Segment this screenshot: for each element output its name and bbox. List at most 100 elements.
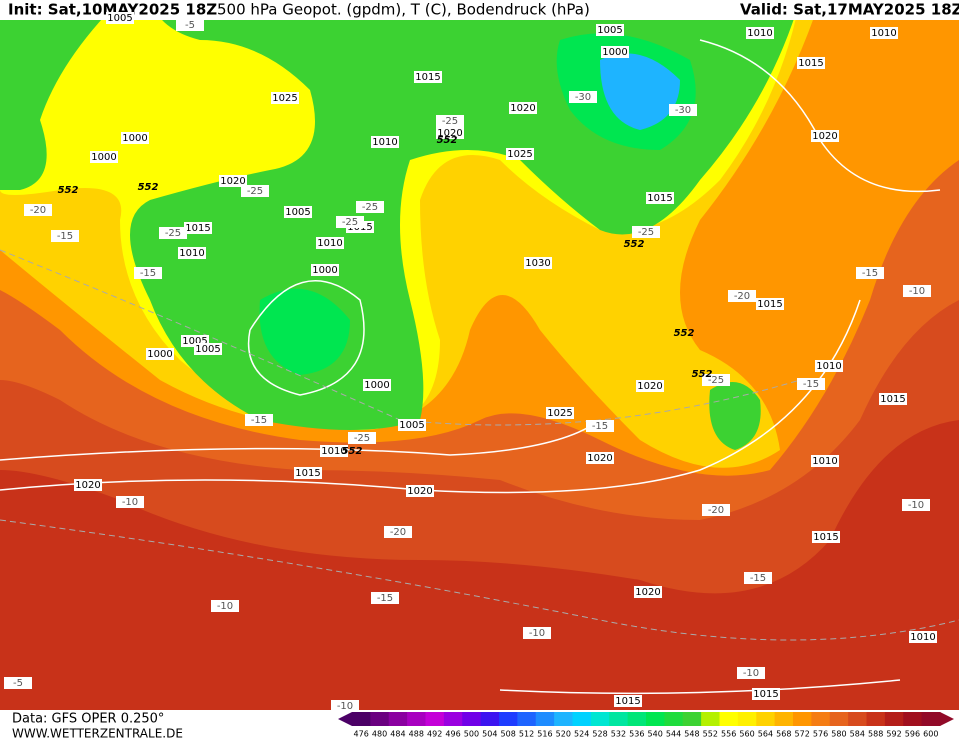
scale-cell <box>664 712 684 726</box>
isobar-label: 1020 <box>637 381 662 392</box>
temperature-label: -5 <box>185 20 195 31</box>
label-box <box>194 343 222 355</box>
isobar-label: 1015 <box>615 696 640 707</box>
label-box <box>311 264 339 276</box>
isobar-label: 1025 <box>547 408 572 419</box>
scale-label: 492 <box>427 730 442 739</box>
label-box <box>811 130 839 142</box>
isobar-label: 1015 <box>415 72 440 83</box>
temperature-label: -15 <box>140 268 156 279</box>
label-box <box>159 227 187 239</box>
isobar-label: 1020 <box>220 176 245 187</box>
label-box <box>90 151 118 163</box>
isobar-label: 1015 <box>813 532 838 543</box>
label-box <box>756 298 784 310</box>
label-box <box>348 432 376 444</box>
label-box <box>879 393 907 405</box>
label-box <box>398 419 426 431</box>
isobar-label: 1020 <box>407 486 432 497</box>
label-box <box>797 378 825 390</box>
isobar-label: 1000 <box>91 152 116 163</box>
label-box <box>106 12 134 24</box>
temperature-label: -10 <box>529 628 545 639</box>
temperature-label: -15 <box>251 415 267 426</box>
temperature-label: -25 <box>247 186 263 197</box>
scale-label: 484 <box>390 730 405 739</box>
label-box <box>176 19 204 31</box>
label-box <box>211 600 239 612</box>
scale-cell <box>866 712 886 726</box>
temperature-label: -20 <box>708 505 724 516</box>
scale-label: 596 <box>905 730 920 739</box>
label-box <box>811 455 839 467</box>
map-title: 500 hPa Geopot. (gpdm), T (C), Bodendruc… <box>217 1 590 19</box>
scale-cell <box>811 712 831 726</box>
label-box <box>669 104 697 116</box>
label-box <box>336 216 364 228</box>
scale-label: 576 <box>813 730 828 739</box>
scale-label: 556 <box>721 730 736 739</box>
temperature-label: -25 <box>362 202 378 213</box>
isobar-label: 1015 <box>295 468 320 479</box>
label-box <box>178 247 206 259</box>
isobar-label: 1020 <box>635 587 660 598</box>
temperature-label: -25 <box>165 228 181 239</box>
isobar-label: 1005 <box>195 344 220 355</box>
isobar-label: 1000 <box>312 265 337 276</box>
height-label: 552 <box>674 328 695 339</box>
isobar-label: 1010 <box>317 238 342 249</box>
scale-label: 520 <box>556 730 571 739</box>
temperature-label: -10 <box>909 286 925 297</box>
isobar-label: 1025 <box>272 93 297 104</box>
scale-label: 532 <box>611 730 626 739</box>
scale-cell <box>517 712 537 726</box>
label-box <box>812 531 840 543</box>
label-box <box>414 71 442 83</box>
label-box <box>746 27 774 39</box>
isobar-label: 1020 <box>510 103 535 114</box>
scale-label: 528 <box>592 730 607 739</box>
label-box <box>116 496 144 508</box>
label-box <box>752 688 780 700</box>
scale-label: 560 <box>739 730 754 739</box>
scale-label: 496 <box>445 730 460 739</box>
scale-cell <box>554 712 573 726</box>
label-box <box>744 572 772 584</box>
scale-cell <box>480 712 500 726</box>
label-box <box>870 27 898 39</box>
scale-label: 548 <box>684 730 699 739</box>
scale-cell <box>425 712 445 726</box>
label-box <box>294 467 322 479</box>
isobar-label: 1010 <box>812 456 837 467</box>
scale-cell <box>737 712 757 726</box>
label-box <box>241 185 269 197</box>
scale-label: 536 <box>629 730 644 739</box>
init-time: Init: Sat,10MAY2025 18Z <box>8 1 217 19</box>
scale-cell <box>829 712 849 726</box>
temperature-label: -15 <box>592 421 608 432</box>
scale-label: 552 <box>703 730 718 739</box>
height-label: 552 <box>342 446 363 457</box>
isobar-label: 1015 <box>185 223 210 234</box>
label-box <box>363 379 391 391</box>
scale-cell <box>388 712 408 726</box>
temperature-label: -25 <box>638 227 654 238</box>
temperature-label: -25 <box>708 375 724 386</box>
label-box <box>284 206 312 218</box>
isobar-label: 1005 <box>107 13 132 24</box>
isobar-label: 1010 <box>372 137 397 148</box>
temperature-label: -25 <box>442 116 458 127</box>
height-label: 552 <box>437 135 458 146</box>
label-box <box>74 479 102 491</box>
isobar-label: 1010 <box>871 28 896 39</box>
isobar-label: 1020 <box>587 453 612 464</box>
label-box <box>371 136 399 148</box>
scale-label: 524 <box>574 730 589 739</box>
scale-cell <box>443 712 463 726</box>
scale-cell <box>921 712 941 726</box>
scale-label: 568 <box>776 730 791 739</box>
temperature-label: -15 <box>750 573 766 584</box>
label-box <box>601 46 629 58</box>
scale-cell <box>682 712 702 726</box>
